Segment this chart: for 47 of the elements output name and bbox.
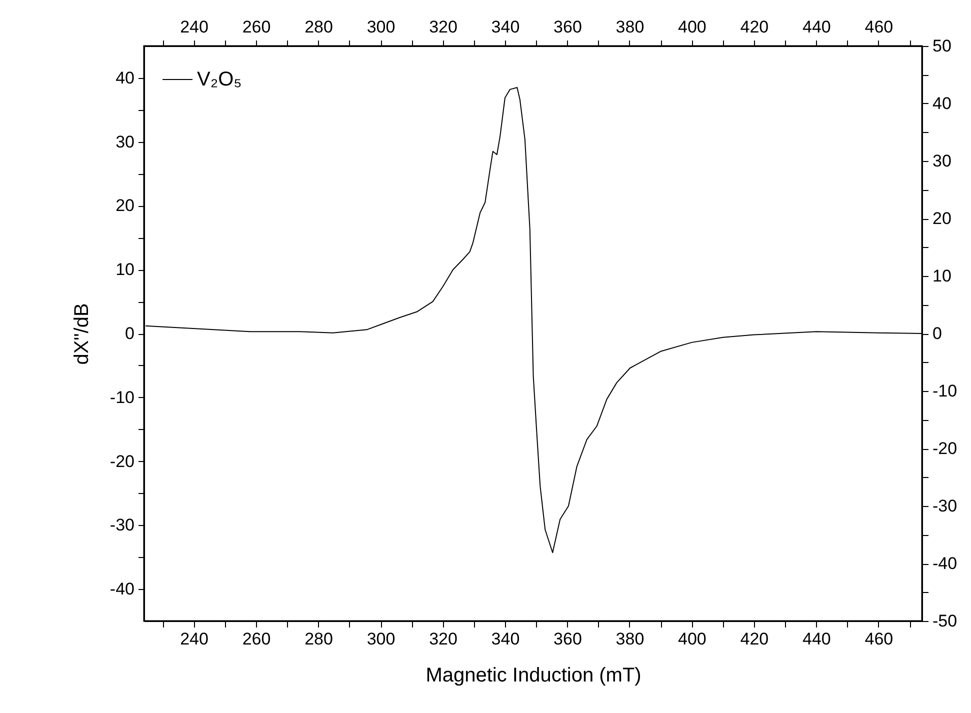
y-tick-label: 20 bbox=[116, 196, 134, 216]
x2-tick-label: 440 bbox=[802, 18, 831, 36]
x-tick-label: 380 bbox=[616, 630, 644, 648]
x-tick-label: 420 bbox=[740, 630, 769, 648]
y-tick-label: -30 bbox=[110, 516, 134, 535]
x-tick-label: 240 bbox=[180, 630, 208, 648]
y-tick-label: 40 bbox=[116, 68, 134, 88]
x-tick-label: 340 bbox=[491, 630, 520, 648]
x2-tick-label: 260 bbox=[242, 18, 271, 36]
x2-tick-label: 360 bbox=[554, 18, 582, 36]
x2-tick-label: 320 bbox=[429, 18, 458, 36]
y-tick-label: 10 bbox=[116, 260, 134, 280]
y-tick-label: 30 bbox=[116, 132, 134, 152]
x2-tick-label: 240 bbox=[180, 18, 208, 36]
y2-tick-label: -40 bbox=[932, 554, 958, 573]
y-tick-label: 0 bbox=[125, 324, 134, 343]
x2-tick-label: 280 bbox=[304, 18, 333, 36]
x-tick-label: 280 bbox=[304, 630, 333, 648]
y2-tick-label: 40 bbox=[932, 94, 952, 113]
x2-tick-label: 460 bbox=[864, 18, 894, 36]
x-tick-label: 300 bbox=[366, 630, 396, 648]
x2-tick-label: 300 bbox=[366, 18, 396, 36]
x-tick-label: 320 bbox=[429, 630, 458, 648]
y-tick-label: -10 bbox=[110, 388, 134, 407]
x2-tick-label: 340 bbox=[491, 18, 520, 36]
y-axis-title: dX"/dB bbox=[70, 303, 93, 365]
x-tick-label: 440 bbox=[802, 630, 831, 648]
y2-tick-label: 50 bbox=[932, 36, 952, 56]
y2-tick-label: 0 bbox=[932, 324, 942, 343]
y2-tick-label: -20 bbox=[932, 439, 958, 458]
x-axis-title: Magnetic Induction (mT) bbox=[426, 664, 642, 686]
x-tick-label: 260 bbox=[242, 630, 271, 648]
y2-tick-label: 30 bbox=[932, 152, 952, 170]
x2-tick-label: 400 bbox=[678, 18, 706, 36]
y-tick-label: -40 bbox=[110, 580, 134, 599]
x2-tick-label: 420 bbox=[740, 18, 769, 36]
x-tick-label: 400 bbox=[678, 630, 706, 648]
y2-tick-label: 10 bbox=[932, 266, 952, 286]
legend-label: V₂O₅ bbox=[197, 68, 242, 90]
y2-tick-label: -50 bbox=[932, 612, 958, 630]
y-tick-label: -20 bbox=[110, 452, 134, 471]
x-tick-label: 460 bbox=[864, 630, 894, 648]
x-tick-label: 360 bbox=[554, 630, 582, 648]
y2-tick-label: 20 bbox=[932, 209, 952, 228]
x2-tick-label: 380 bbox=[616, 18, 644, 36]
y2-tick-label: -10 bbox=[932, 382, 958, 400]
y2-tick-label: -30 bbox=[932, 496, 958, 516]
